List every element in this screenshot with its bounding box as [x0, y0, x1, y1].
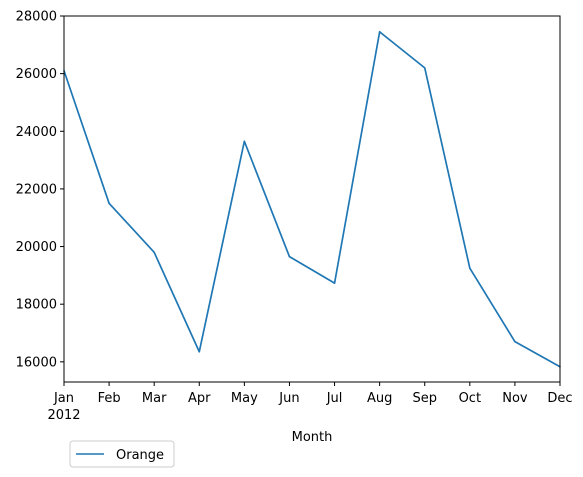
data-point	[514, 340, 516, 343]
legend-label-orange: Orange	[116, 448, 164, 463]
y-tick-label: 22000	[16, 182, 57, 197]
y-axis-ticks: 16000 18000 20000 22000 24000 26000 28000	[16, 10, 64, 370]
legend-box	[69, 440, 175, 468]
data-point	[423, 67, 426, 69]
data-point	[198, 350, 201, 353]
x-tick-label: Jun	[278, 391, 299, 406]
y-tick-label: 16000	[16, 355, 57, 370]
x-axis-label: Month	[292, 430, 333, 445]
x-tick-label: Sep	[412, 391, 437, 406]
x-tick-label: Jul	[326, 391, 343, 406]
data-point	[153, 251, 155, 254]
x-tick-label: May	[231, 391, 258, 406]
x-year-label: 2012	[47, 408, 80, 423]
data-point	[378, 31, 381, 33]
y-tick-label: 26000	[16, 67, 57, 82]
x-tick-label: Jan	[53, 391, 74, 406]
data-point	[333, 282, 336, 284]
x-tick-label: Feb	[98, 391, 121, 406]
series-layer	[63, 31, 561, 368]
x-axis-ticks: Jan Feb Mar Apr May Jun Jul Aug Sep Oct Nov Dec	[53, 382, 573, 406]
data-point	[108, 202, 110, 205]
y-tick-label: 20000	[16, 240, 57, 255]
y-tick-label: 18000	[16, 298, 57, 313]
data-point	[469, 267, 471, 269]
y-tick-label: 28000	[16, 10, 57, 25]
x-tick-label: Apr	[188, 391, 211, 406]
data-point	[288, 255, 291, 258]
x-tick-label: Oct	[459, 391, 481, 406]
series-line-orange	[63, 31, 561, 368]
plot-frame	[63, 15, 561, 383]
x-tick-label: Dec	[547, 391, 572, 406]
x-tick-label: Aug	[367, 391, 392, 406]
y-tick-label: 24000	[16, 125, 57, 140]
x-tick-label: Mar	[142, 391, 167, 406]
x-tick-label: Nov	[502, 391, 528, 406]
data-point	[243, 140, 246, 143]
legend: Orange	[69, 440, 175, 468]
